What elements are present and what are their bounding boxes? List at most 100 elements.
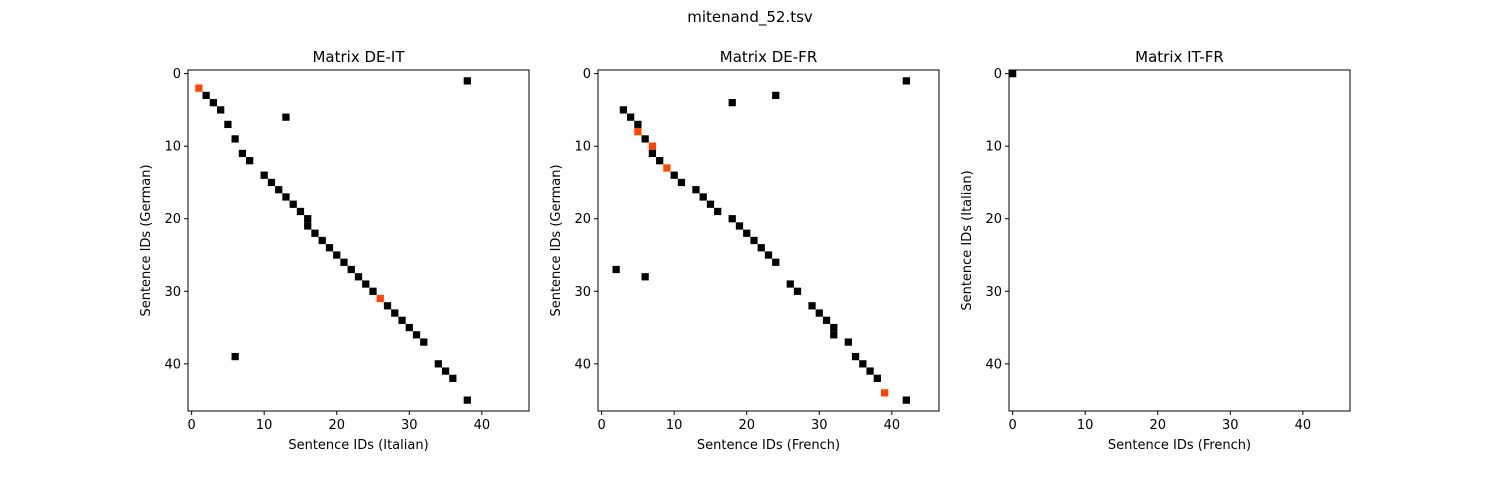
heatmap-cell <box>808 302 816 310</box>
heatmap-cell <box>463 77 471 85</box>
y-axis-label: Sentence IDs (German) <box>139 164 154 316</box>
heatmap-cell <box>362 280 370 288</box>
heatmap-cell <box>859 360 867 368</box>
heatmap-cell <box>260 171 268 179</box>
heatmap-panel-3: 0 10 20 30 40 0 10 20 30 40 Matrix IT-FR Sentence I… <box>960 48 1351 453</box>
heatmap-cell <box>822 316 831 324</box>
y-axis-label: Sentence IDs (Italian) <box>960 170 975 310</box>
x-tick-label: 40 <box>1295 418 1312 433</box>
x-tick-label: 20 <box>738 418 755 433</box>
heatmap-cell <box>750 236 758 245</box>
heatmap-cell <box>866 367 874 375</box>
heatmap-cell <box>1009 70 1017 78</box>
heatmap-cell <box>463 396 471 404</box>
panel-title: Matrix IT-FR <box>1135 48 1224 66</box>
heatmap-cell <box>318 236 326 245</box>
heatmap-cell <box>873 374 881 382</box>
heatmap-cell <box>648 142 657 150</box>
heatmap-cell <box>325 244 334 252</box>
heatmap-cell <box>246 157 254 165</box>
y-tick-label: 30 <box>574 285 591 300</box>
heatmap-cell <box>369 287 377 295</box>
heatmap-cell <box>195 84 203 92</box>
heatmap-panel-2: 0 10 20 30 40 0 10 20 30 40 Matrix DE-FR Sentence I… <box>549 48 940 453</box>
heatmap-cell <box>420 338 428 346</box>
axes-frame <box>1008 69 1351 412</box>
heatmap-cell <box>641 135 649 143</box>
heatmap-cell <box>202 91 210 100</box>
x-tick-label: 0 <box>1008 418 1016 433</box>
heatmap-cell <box>728 215 736 223</box>
heatmap-cell <box>728 99 736 107</box>
y-tick-label: 0 <box>583 67 591 82</box>
heatmap-cell <box>772 258 780 266</box>
heatmap-cell <box>231 352 239 361</box>
heatmap-cell <box>627 113 635 121</box>
heatmap-cell <box>282 193 290 201</box>
heatmap-cell <box>296 207 305 216</box>
x-tick-label: 0 <box>187 418 195 433</box>
panel-title: Matrix DE-FR <box>720 48 818 66</box>
y-tick-label: 20 <box>985 212 1002 227</box>
heatmap-cell <box>844 338 852 346</box>
heatmap-cell <box>619 106 628 114</box>
heatmap-cell <box>449 374 457 382</box>
heatmap-cell <box>699 193 707 201</box>
heatmap-cell <box>692 186 700 194</box>
heatmap-cell <box>304 215 312 223</box>
heatmap-cell <box>275 186 283 194</box>
heatmap-cell <box>238 149 247 158</box>
heatmap-cell <box>434 360 442 368</box>
x-tick-label: 30 <box>811 418 828 433</box>
y-tick-label: 0 <box>994 67 1002 82</box>
heatmap-cell <box>441 367 450 375</box>
x-tick-label: 40 <box>474 418 491 433</box>
heatmap-cell <box>354 273 363 281</box>
heatmap-cell <box>282 113 290 121</box>
heatmap-cell <box>224 120 232 129</box>
heatmap-cell <box>405 323 413 332</box>
heatmap-cell <box>786 280 794 288</box>
heatmap-cell <box>772 91 780 100</box>
y-tick-label: 30 <box>164 285 181 300</box>
y-tick-label: 0 <box>173 67 181 82</box>
heatmap-cell <box>340 258 348 266</box>
heatmap-cell <box>851 352 860 361</box>
heatmap-cell <box>612 265 620 274</box>
x-tick-label: 0 <box>597 418 605 433</box>
heatmap-cell <box>267 178 276 187</box>
heatmap-cell <box>641 273 649 281</box>
heatmap-cell <box>793 287 802 295</box>
heatmap-cell <box>735 222 744 230</box>
y-tick-label: 10 <box>164 140 181 155</box>
plot-area <box>1009 70 1350 411</box>
axes-frame <box>597 69 940 412</box>
heatmap-cell <box>311 229 319 237</box>
x-axis-label: Sentence IDs (French) <box>697 438 840 453</box>
x-tick-label: 20 <box>328 418 345 433</box>
heatmap-cell <box>347 265 355 274</box>
y-tick-label: 40 <box>574 357 591 372</box>
heatmap-cell <box>663 164 671 172</box>
heatmap-cell <box>333 251 341 259</box>
panel-title: Matrix DE-IT <box>312 48 405 66</box>
y-tick-label: 40 <box>164 357 181 372</box>
x-tick-label: 30 <box>1222 418 1239 433</box>
y-tick-label: 20 <box>574 212 591 227</box>
heatmap-cell <box>670 171 678 179</box>
heatmap-cell <box>815 309 823 317</box>
plot-area <box>188 70 529 411</box>
plot-area <box>598 70 939 411</box>
x-tick-label: 30 <box>401 418 418 433</box>
x-axis-label: Sentence IDs (French) <box>1108 438 1251 453</box>
heatmap-cell <box>376 294 384 303</box>
heatmap-cell <box>706 200 715 208</box>
heatmap-cell <box>217 106 225 114</box>
heatmap-cell <box>656 157 664 165</box>
heatmap-cell <box>634 120 642 129</box>
heatmap-cell <box>383 302 392 310</box>
heatmap-cell <box>648 149 657 158</box>
heatmap-cell <box>880 389 889 397</box>
heatmap-cell <box>830 331 838 339</box>
